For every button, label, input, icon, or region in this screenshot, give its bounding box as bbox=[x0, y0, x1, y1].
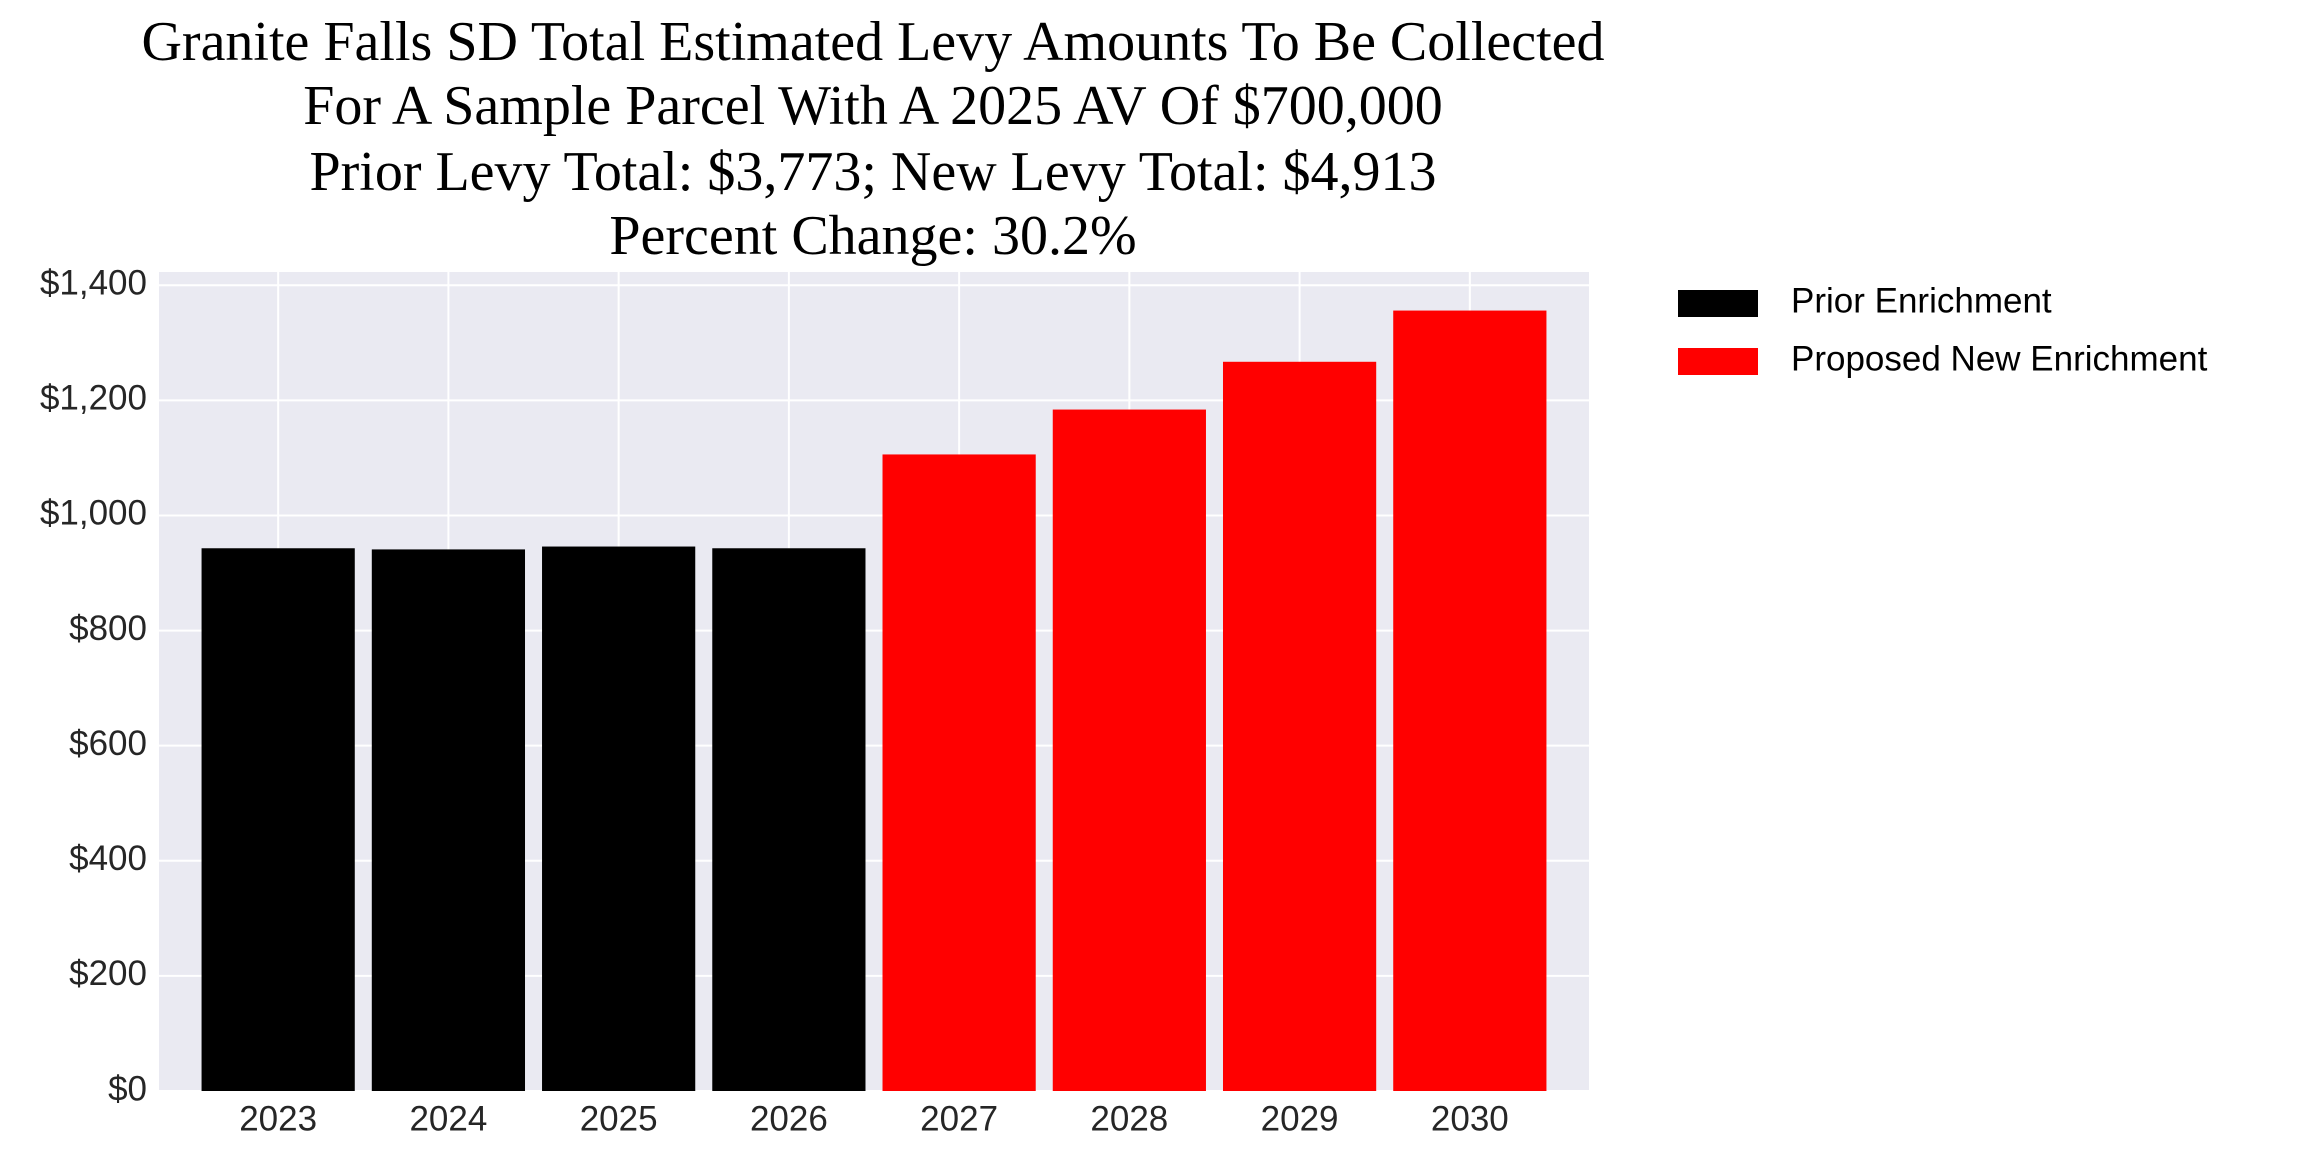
x-tick-label: 2027 bbox=[920, 1099, 998, 1138]
y-tick-label: $800 bbox=[69, 609, 147, 648]
y-tick-label: $200 bbox=[69, 954, 147, 993]
bar bbox=[1222, 361, 1377, 1091]
y-tick-label: $0 bbox=[108, 1069, 147, 1108]
x-tick-label: 2030 bbox=[1431, 1099, 1509, 1138]
legend-label: Proposed New Enrichment bbox=[1791, 339, 2208, 378]
chart-title: Percent Change: 30.2% bbox=[609, 205, 1136, 267]
y-tick-label: $1,000 bbox=[40, 494, 147, 533]
legend-swatch bbox=[1678, 348, 1758, 375]
y-tick-label: $600 bbox=[69, 724, 147, 763]
x-tick-label: 2024 bbox=[409, 1099, 487, 1138]
x-tick-label: 2028 bbox=[1090, 1099, 1168, 1138]
y-tick-label: $1,400 bbox=[40, 263, 147, 302]
bar bbox=[1052, 409, 1206, 1091]
x-tick-label: 2026 bbox=[750, 1099, 828, 1138]
y-tick-label: $400 bbox=[69, 839, 147, 878]
x-tick-label: 2025 bbox=[580, 1099, 658, 1138]
legend-label: Prior Enrichment bbox=[1791, 281, 2052, 320]
bar bbox=[201, 548, 355, 1091]
legend-swatch bbox=[1678, 290, 1758, 317]
x-tick-label: 2029 bbox=[1261, 1099, 1339, 1138]
chart-title: Prior Levy Total: $3,773; New Levy Total… bbox=[309, 141, 1436, 203]
y-tick-label: $1,200 bbox=[40, 379, 147, 418]
bar bbox=[712, 548, 866, 1091]
bar bbox=[1393, 310, 1547, 1091]
x-tick-label: 2023 bbox=[239, 1099, 317, 1138]
chart-title: For A Sample Parcel With A 2025 AV Of $7… bbox=[303, 75, 1443, 137]
chart-title: Granite Falls SD Total Estimated Levy Am… bbox=[141, 11, 1604, 73]
bar bbox=[542, 546, 696, 1091]
bar bbox=[371, 549, 526, 1091]
bar bbox=[882, 454, 1036, 1091]
